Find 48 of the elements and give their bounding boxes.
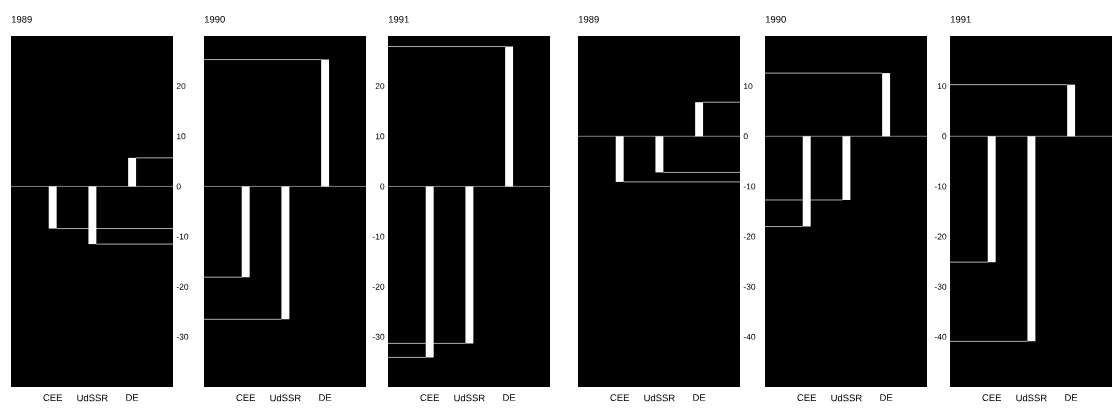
chart-title: 1989: [578, 15, 599, 23]
y-tick-label: -20: [176, 283, 189, 290]
y-tick-label: -30: [372, 333, 385, 340]
chart-title: 1990: [204, 15, 225, 23]
y-tick-label: 10: [744, 83, 753, 90]
y-tick-label: -10: [176, 233, 189, 240]
y-tick-label: 20: [375, 83, 385, 90]
x-tick-label: UdSSR: [1016, 394, 1047, 402]
y-tick-label: 20: [176, 83, 186, 90]
y-tick-label: -40: [743, 333, 756, 340]
y-tick-label: 0: [176, 183, 181, 190]
chart-title: 1991: [388, 15, 409, 23]
x-tick-label: UdSSR: [270, 394, 301, 402]
y-tick-label: 0: [380, 183, 385, 190]
x-tick-label: DE: [319, 394, 332, 401]
x-tick-label: UdSSR: [644, 394, 675, 402]
y-tick-label: 10: [375, 133, 385, 140]
x-tick-label: DE: [693, 394, 706, 401]
x-tick-label: CEE: [43, 394, 63, 402]
x-tick-label: DE: [126, 394, 139, 401]
x-tick-label: UdSSR: [454, 394, 485, 402]
y-tick-label: -20: [743, 233, 756, 240]
y-tick-label: -20: [934, 233, 947, 240]
y-tick-label: -10: [372, 233, 385, 240]
x-tick-label: CEE: [797, 394, 817, 402]
x-tick-label: DE: [880, 394, 893, 401]
y-tick-label: 10: [937, 83, 947, 90]
y-tick-label: -30: [743, 283, 756, 290]
y-tick-label: 0: [942, 133, 947, 140]
x-tick-label: UdSSR: [831, 394, 862, 402]
y-tick-label: 0: [743, 133, 748, 140]
y-tick-label: -10: [743, 183, 756, 190]
y-tick-label: 10: [176, 133, 186, 140]
x-tick-label: DE: [1065, 394, 1078, 401]
chart-title: 1989: [11, 15, 32, 23]
x-tick-label: DE: [503, 394, 516, 401]
x-tick-label: CEE: [610, 394, 630, 402]
x-tick-label: CEE: [236, 394, 256, 402]
y-tick-label: -30: [176, 333, 189, 340]
chart-title: 1990: [765, 15, 786, 23]
y-tick-label: -40: [934, 333, 947, 340]
y-tick-label: -10: [934, 183, 947, 190]
x-tick-label: UdSSR: [77, 394, 108, 402]
x-tick-label: CEE: [982, 394, 1002, 402]
x-tick-label: CEE: [420, 394, 440, 402]
y-tick-label: -30: [934, 283, 947, 290]
y-tick-label: -20: [372, 283, 385, 290]
chart-title: 1991: [950, 15, 971, 23]
